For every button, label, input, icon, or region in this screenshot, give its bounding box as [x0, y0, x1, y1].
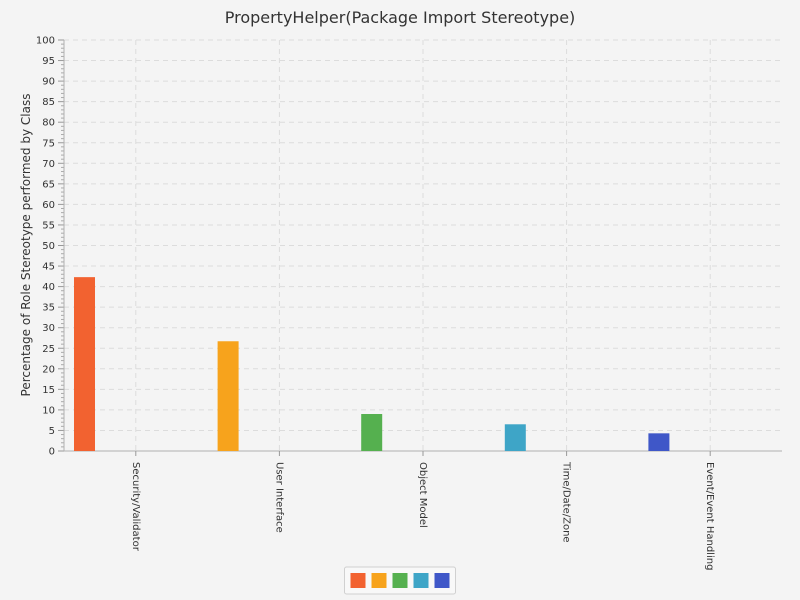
legend-swatch — [350, 573, 366, 588]
y-tick-label: 40 — [42, 282, 55, 293]
bar — [74, 277, 95, 451]
legend-swatch — [371, 573, 387, 588]
legend-swatch — [413, 573, 429, 588]
y-tick-label: 5 — [49, 426, 55, 437]
grid — [64, 39, 782, 451]
y-tick-label: 85 — [42, 97, 55, 108]
y-axis-label: Percentage of Role Stereotype performed … — [19, 94, 33, 397]
x-tick-label: Time/Date/Zone — [561, 461, 572, 543]
y-tick-label: 0 — [49, 447, 55, 458]
y-tick-label: 80 — [42, 118, 55, 129]
y-tick-label: 90 — [42, 77, 55, 88]
y-tick-label: 35 — [42, 303, 55, 314]
x-tick-label: Object Model — [417, 462, 428, 528]
x-tick-label: Security/Validator — [130, 462, 141, 552]
y-tick-label: 20 — [42, 364, 55, 375]
legend-swatch — [392, 573, 408, 588]
y-tick-label: 100 — [36, 36, 55, 47]
chart-title: PropertyHelper(Package Import Stereotype… — [225, 8, 576, 27]
y-tick-label: 65 — [42, 179, 55, 190]
y-tick-label: 70 — [42, 159, 55, 170]
y-tick-label: 30 — [42, 323, 55, 334]
x-tick-label: User Interface — [273, 462, 284, 533]
y-tick-label: 25 — [42, 344, 55, 355]
y-tick-label: 50 — [42, 241, 55, 252]
y-tick-label: 15 — [42, 385, 55, 396]
category-labels: Security/Validator User Interface Object M… — [130, 461, 715, 570]
bar — [648, 433, 670, 451]
bar — [504, 424, 526, 451]
x-tick-label: Event/Event Handling — [704, 462, 715, 570]
legend — [344, 566, 456, 595]
y-tick-label: 10 — [42, 405, 55, 416]
legend-swatch — [434, 573, 450, 588]
bar — [361, 414, 383, 451]
bars — [74, 277, 670, 451]
y-tick-label: 45 — [42, 262, 55, 273]
y-tick-label: 75 — [42, 138, 55, 149]
y-tick-label: 60 — [42, 200, 55, 211]
y-tick-label: 95 — [42, 56, 55, 67]
y-tick-label: 55 — [42, 220, 55, 231]
axes: 0 5 10 15 20 25 30 35 40 45 50 55 60 65 70 75 80 85 90 95 10… — [36, 36, 782, 458]
bar — [217, 341, 239, 451]
